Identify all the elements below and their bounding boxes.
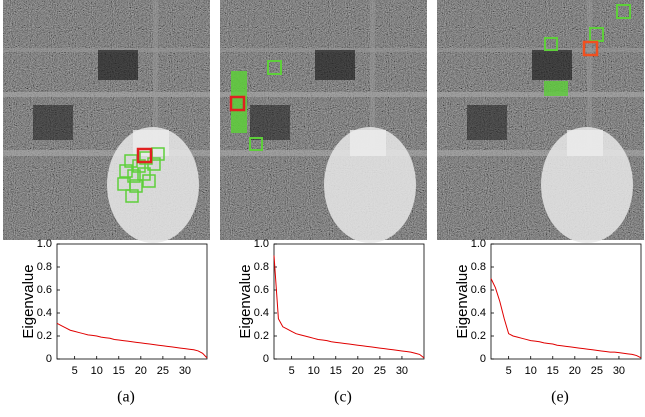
x-tick-label: 10 <box>525 365 537 377</box>
y-tick-label: 0 <box>480 353 486 365</box>
x-tick-label: 10 <box>91 365 103 377</box>
image-a <box>3 0 210 243</box>
image-e <box>437 0 644 243</box>
caption: (e) <box>551 389 569 406</box>
eigen-curve <box>273 255 425 359</box>
x-tick-label: 30 <box>613 365 625 377</box>
x-tick-label: 15 <box>113 365 125 377</box>
y-tick-label: 0.4 <box>471 307 486 319</box>
detections-e <box>544 4 631 96</box>
x-tick-label: 20 <box>569 365 581 377</box>
y-axis-label: Eigenvalue <box>237 264 254 338</box>
y-axis-label: Eigenvalue <box>20 264 37 338</box>
y-tick-label: 0.8 <box>254 261 269 273</box>
y-tick-label: 0.4 <box>37 307 52 319</box>
y-tick-label: 0.6 <box>37 284 52 296</box>
x-tick-label: 5 <box>72 365 78 377</box>
y-tick-label: 1.0 <box>37 238 52 250</box>
x-tick-label: 20 <box>135 365 147 377</box>
selected-box-c <box>229 95 246 112</box>
detections-a <box>117 147 165 203</box>
selected-box-e <box>582 40 599 57</box>
plot-frame <box>56 243 208 360</box>
x-tick-label: 15 <box>330 365 342 377</box>
plot-frame <box>490 243 642 360</box>
x-tick-label: 30 <box>396 365 408 377</box>
y-tick-label: 0 <box>46 353 52 365</box>
plot-frame <box>273 243 425 360</box>
x-tick-label: 5 <box>289 365 295 377</box>
y-tick-label: 0.8 <box>471 261 486 273</box>
y-tick-label: 0.4 <box>254 307 269 319</box>
y-tick-label: 0.2 <box>471 330 486 342</box>
y-tick-label: 0.2 <box>37 330 52 342</box>
y-tick-label: 0.6 <box>254 284 269 296</box>
detections-c <box>231 60 282 151</box>
x-tick-label: 15 <box>547 365 559 377</box>
x-tick-label: 25 <box>374 365 386 377</box>
x-tick-label: 25 <box>157 365 169 377</box>
y-tick-label: 1.0 <box>254 238 269 250</box>
image-c <box>220 0 427 243</box>
y-tick-label: 0.8 <box>37 261 52 273</box>
x-tick-label: 10 <box>308 365 320 377</box>
eigen-curve <box>490 278 642 359</box>
x-tick-label: 20 <box>352 365 364 377</box>
x-tick-label: 5 <box>506 365 512 377</box>
y-tick-label: 0.6 <box>471 284 486 296</box>
caption: (c) <box>334 389 352 406</box>
caption: (a) <box>117 389 135 406</box>
y-axis-label: Eigenvalue <box>454 264 471 338</box>
y-tick-label: 0.2 <box>254 330 269 342</box>
x-tick-label: 25 <box>591 365 603 377</box>
selected-box-a <box>136 147 153 164</box>
y-tick-label: 1.0 <box>471 238 486 250</box>
x-tick-label: 30 <box>179 365 191 377</box>
eigen-curve <box>56 322 208 359</box>
y-tick-label: 0 <box>263 353 269 365</box>
